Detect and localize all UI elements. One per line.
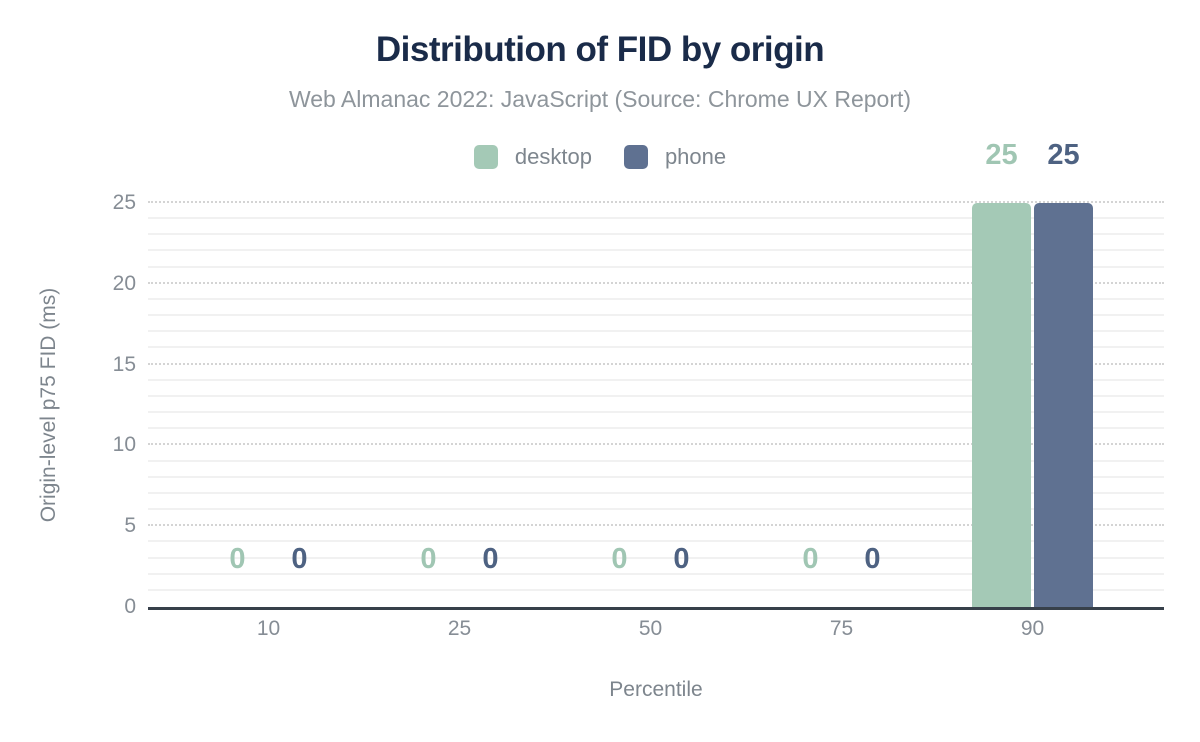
- y-axis-title: Origin-level p75 FID (ms): [37, 287, 60, 523]
- gridline-minor: [148, 491, 1164, 494]
- gridline-major: [148, 201, 1164, 203]
- legend: desktop phone: [0, 144, 1200, 170]
- bar-value-label-phone-p75: 0: [864, 543, 881, 575]
- gridline-minor: [148, 394, 1164, 397]
- y-tick-label: 15: [112, 352, 136, 376]
- gridline-minor: [148, 572, 1164, 575]
- gridline-minor: [148, 378, 1164, 381]
- bar-value-label-phone-p90: 25: [1047, 139, 1080, 171]
- x-axis-line: [148, 607, 1164, 610]
- gridline-major: [148, 281, 1164, 284]
- gridline-minor: [148, 346, 1164, 349]
- y-tick-label: 10: [112, 433, 136, 457]
- gridline-minor: [148, 265, 1164, 268]
- legend-item-desktop[interactable]: desktop: [473, 144, 592, 170]
- gridline-minor: [148, 411, 1164, 414]
- gridline-minor: [148, 540, 1164, 543]
- chart-title: Distribution of FID by origin: [375, 30, 825, 69]
- bar-value-label-phone-p25: 0: [482, 543, 499, 575]
- legend-label: phone: [664, 144, 727, 169]
- bar-desktop-p90[interactable]: [972, 203, 1031, 607]
- y-tick-label: 25: [112, 191, 136, 214]
- gridline-minor: [148, 330, 1164, 333]
- bar-value-label-phone-p10: 0: [291, 543, 308, 575]
- gridline-major: [148, 443, 1164, 446]
- legend-item-phone[interactable]: phone: [623, 144, 727, 170]
- legend-swatch-desktop: [473, 145, 498, 169]
- gridline-minor: [148, 249, 1164, 252]
- x-tick-label: 90: [1020, 617, 1045, 640]
- gridline-minor: [148, 556, 1164, 559]
- bar-value-label-desktop-p90: 25: [985, 139, 1018, 171]
- y-tick-label: 5: [124, 514, 136, 538]
- chart-subtitle: Web Almanac 2022: JavaScript (Source: Ch…: [288, 86, 912, 112]
- plot-area: 0 0 0 0 0 0 0 0 25 25: [148, 141, 1164, 610]
- bar-value-label-desktop-p25: 0: [420, 543, 437, 575]
- gridline-minor: [148, 459, 1164, 462]
- x-tick-label: 75: [829, 617, 854, 640]
- gridline-minor: [148, 217, 1164, 220]
- bar-value-label-desktop-p10: 0: [229, 543, 246, 575]
- bar-value-label-desktop-p50: 0: [611, 543, 628, 575]
- x-tick-label: 25: [447, 617, 472, 640]
- bar-phone-p90[interactable]: [1034, 203, 1093, 607]
- y-tick-label: 20: [112, 271, 136, 295]
- legend-swatch-phone: [623, 145, 648, 169]
- gridline-minor: [148, 588, 1164, 591]
- gridline-minor: [148, 297, 1164, 300]
- x-axis-title: Percentile: [609, 678, 703, 701]
- y-tick-label: 0: [124, 595, 136, 618]
- x-tick-label: 10: [256, 617, 281, 640]
- gridline-minor: [148, 233, 1164, 236]
- bar-value-label-desktop-p75: 0: [802, 543, 819, 575]
- gridline-major: [148, 362, 1164, 365]
- bar-value-label-phone-p50: 0: [673, 543, 690, 575]
- gridline-major: [148, 524, 1164, 527]
- legend-label: desktop: [514, 144, 592, 169]
- gridline-minor: [148, 475, 1164, 478]
- gridline-minor: [148, 314, 1164, 317]
- gridline-minor: [148, 427, 1164, 430]
- gridline-minor: [148, 508, 1164, 511]
- x-tick-label: 50: [638, 617, 663, 640]
